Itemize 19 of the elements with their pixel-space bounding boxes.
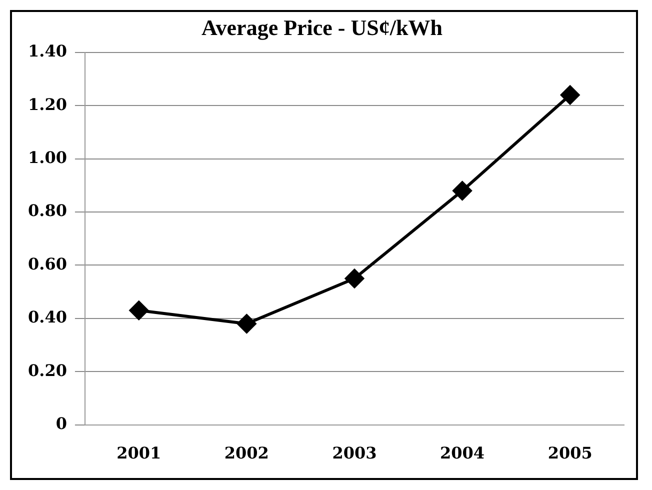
x-tick-label: 2001 (116, 444, 162, 463)
point (344, 269, 364, 288)
y-tick-label: 0.80 (28, 201, 67, 220)
point (129, 300, 148, 320)
chart-title: Average Price - US¢/kWh (202, 14, 442, 40)
x-tick-label: 2005 (548, 444, 592, 463)
y-tick-label: 0.20 (28, 360, 67, 380)
y-tick-label: 0 (56, 414, 67, 433)
x-tick-label: 2004 (440, 444, 485, 463)
x-tick-label: 2002 (224, 444, 269, 463)
y-tick-label: 0.60 (28, 254, 67, 274)
point (452, 181, 472, 200)
x-tick-label: 2003 (332, 444, 377, 463)
y-tick-label: 1.20 (28, 94, 67, 114)
point (560, 85, 580, 104)
y-tick-label: 1.40 (28, 42, 67, 61)
point (237, 314, 256, 334)
y-tick-label: 1.00 (28, 148, 67, 167)
y-tick-label: 0.40 (28, 308, 67, 327)
